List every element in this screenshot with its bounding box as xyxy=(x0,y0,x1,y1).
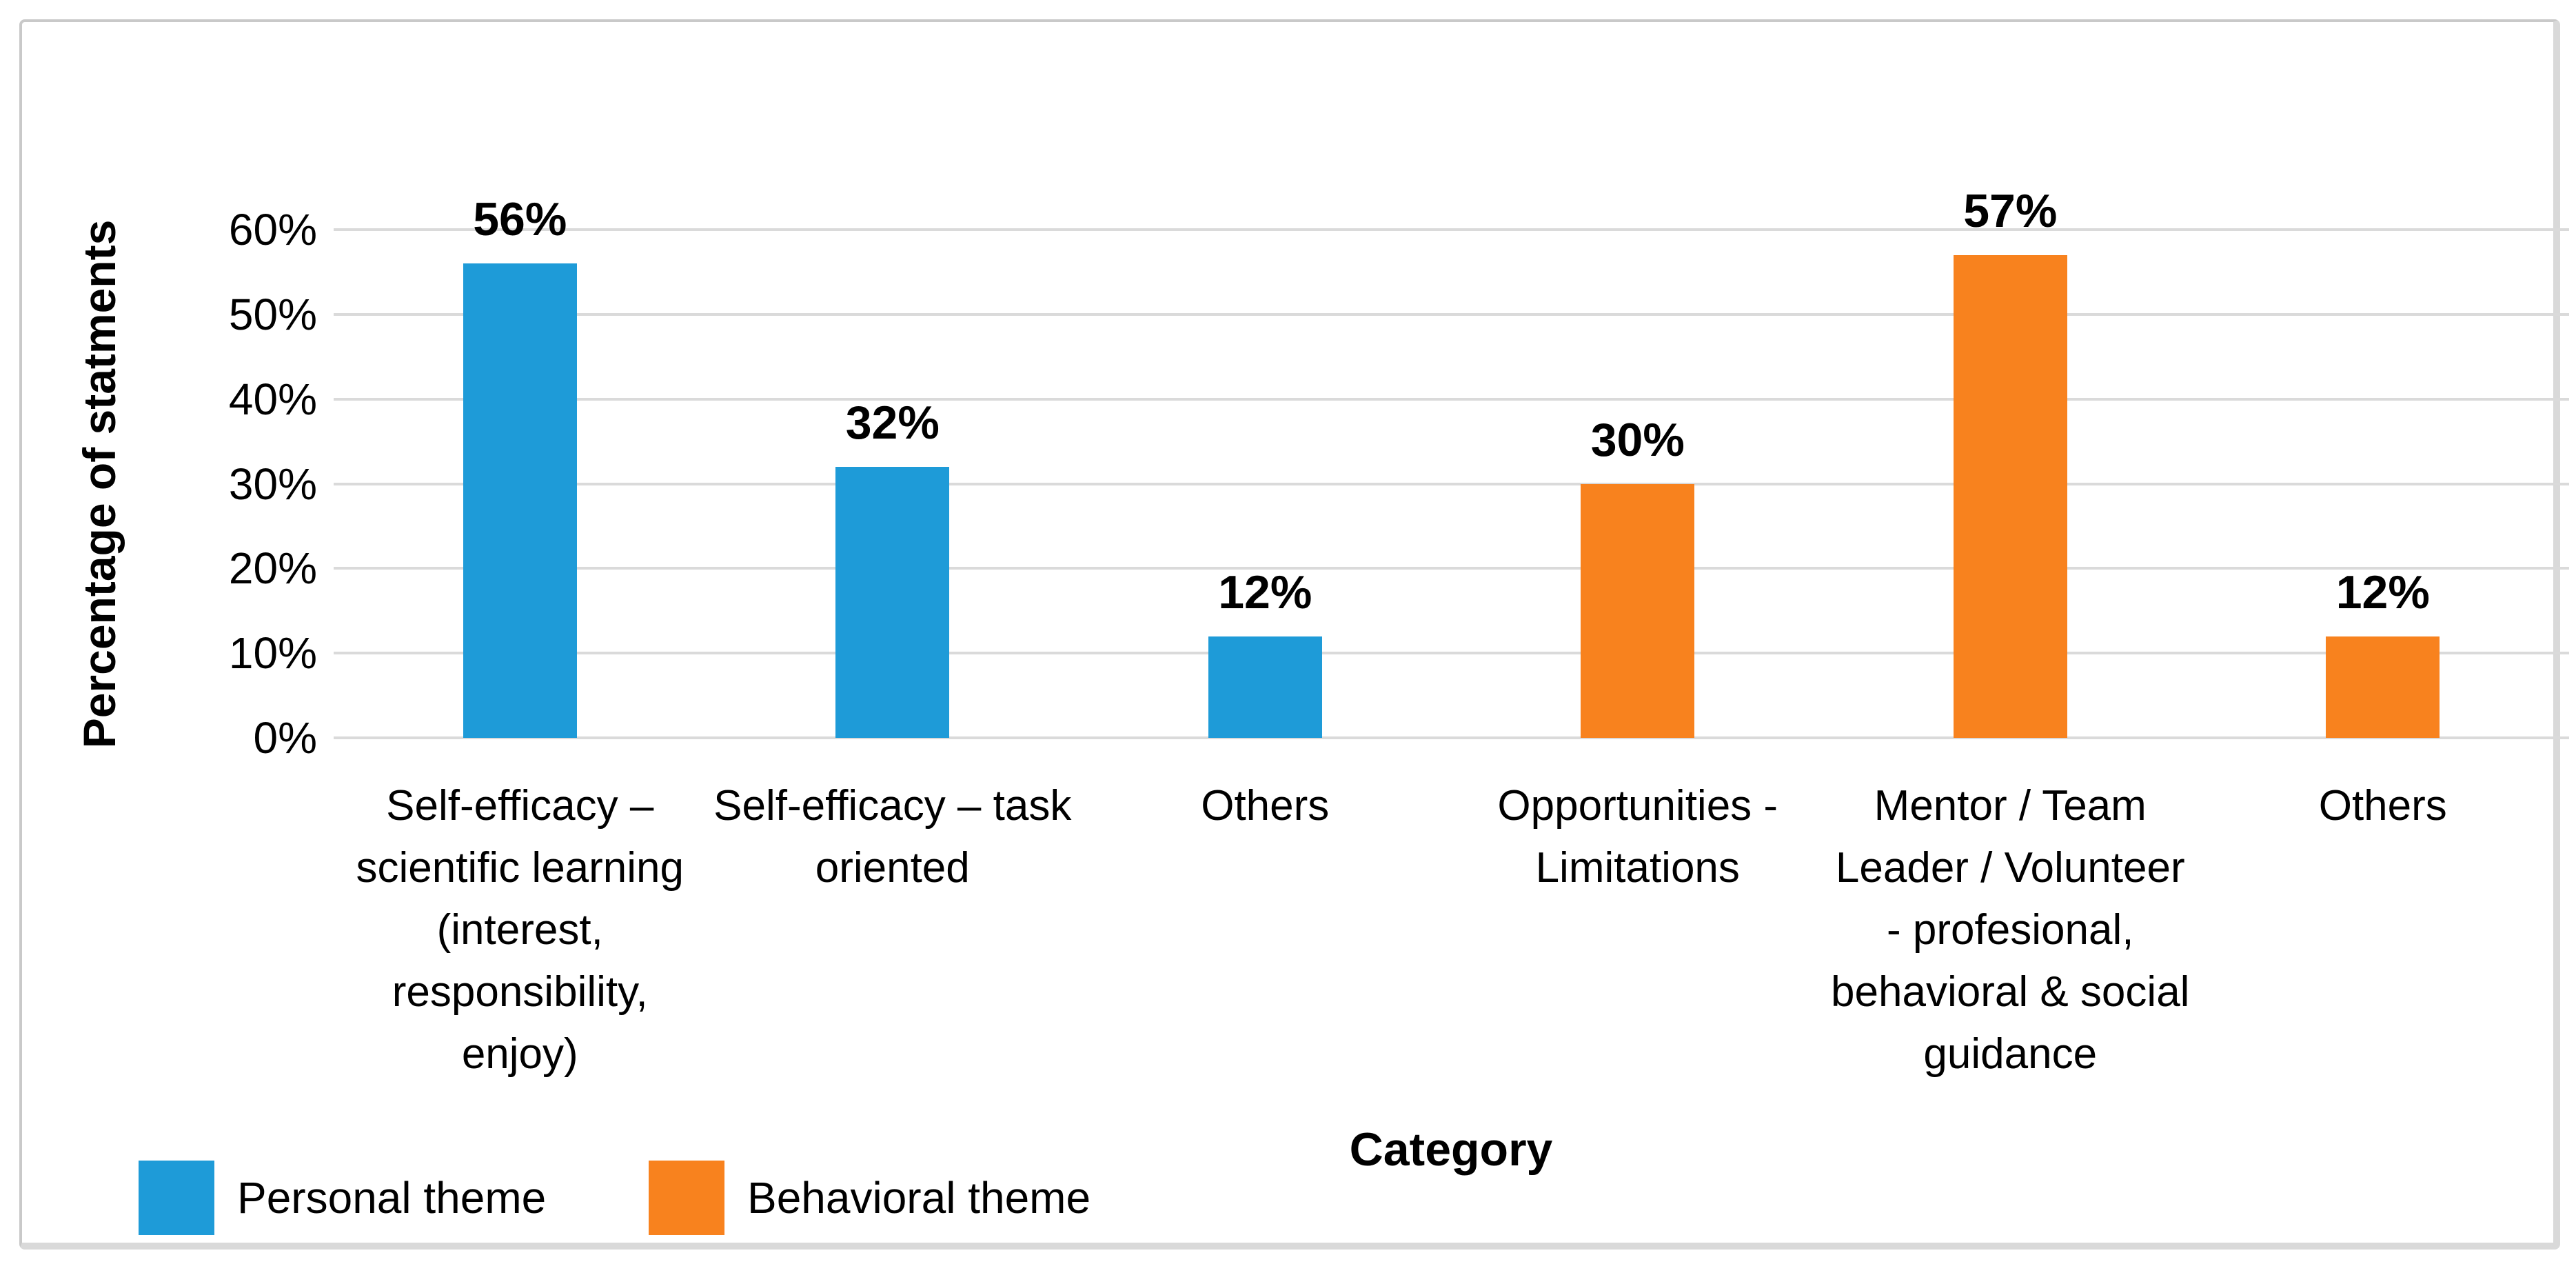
y-tick-label: 0% xyxy=(253,713,318,763)
y-tick-label: 40% xyxy=(228,374,317,424)
x-axis-title: Category xyxy=(1349,1123,1553,1176)
legend-label-behavioral-theme: Behavioral theme xyxy=(747,1173,1091,1223)
category-label-4: Opportunities - Limitations xyxy=(1497,782,1778,892)
gridline xyxy=(334,228,2569,231)
y-tick-label: 20% xyxy=(228,543,317,594)
bar-3 xyxy=(1208,636,1322,738)
bar-value-label: 12% xyxy=(1218,565,1312,619)
bar-5 xyxy=(1953,254,2067,738)
gridline xyxy=(334,482,2569,485)
bar-value-label: 30% xyxy=(1590,413,1685,466)
bar-value-label: 32% xyxy=(845,396,940,449)
bar-value-label: 12% xyxy=(2335,565,2430,619)
y-tick-label: 30% xyxy=(228,459,317,509)
gridline xyxy=(334,397,2569,401)
gridline xyxy=(334,567,2569,570)
bar-1 xyxy=(463,263,577,738)
y-tick-label: 50% xyxy=(228,289,317,339)
chart-frame: Percentage of statments Category 56% 32% 1… xyxy=(19,19,2569,1250)
bar-value-label: 56% xyxy=(473,193,567,246)
category-label-1: Self-efficacy – scientific learning (int… xyxy=(356,782,684,1078)
legend-swatch-behavioral-theme xyxy=(649,1161,724,1235)
bar-value-label: 57% xyxy=(1963,184,2058,237)
bar-2 xyxy=(835,466,950,738)
bar-6 xyxy=(2326,636,2440,738)
plot-area: 56% 32% 12% 30% 57% 12% xyxy=(334,188,2569,739)
category-label-6: Others xyxy=(2318,782,2447,830)
bar-4 xyxy=(1581,483,1695,738)
legend-swatch-personal-theme xyxy=(139,1161,214,1235)
category-label-3: Others xyxy=(1201,782,1330,830)
legend-label-personal-theme: Personal theme xyxy=(237,1173,547,1223)
y-tick-label: 60% xyxy=(228,205,317,254)
gridline xyxy=(334,312,2569,316)
y-tick-label: 10% xyxy=(228,628,317,679)
category-label-2: Self-efficacy – task oriented xyxy=(713,782,1072,892)
gridline xyxy=(334,736,2569,739)
gridline xyxy=(334,652,2569,655)
category-label-5: Mentor / Team Leader / Volunteer - profe… xyxy=(1831,782,2190,1078)
